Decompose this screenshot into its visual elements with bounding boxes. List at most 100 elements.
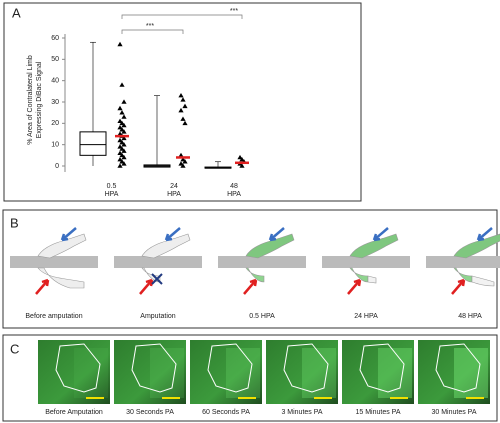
point bbox=[121, 129, 127, 134]
stage-illustration: 24 HPA bbox=[322, 227, 410, 320]
blue-arrow bbox=[476, 227, 493, 242]
point bbox=[119, 146, 125, 151]
stage-illustration: Before amputation bbox=[10, 227, 98, 320]
micrograph: 60 Seconds PA bbox=[190, 340, 262, 416]
point bbox=[121, 114, 127, 119]
x-tick-label-line: 48 bbox=[230, 183, 238, 190]
point bbox=[180, 97, 186, 102]
point bbox=[180, 116, 186, 121]
point bbox=[180, 163, 186, 168]
body bbox=[322, 256, 410, 268]
limb bbox=[245, 267, 265, 283]
point bbox=[117, 125, 123, 130]
point bbox=[121, 142, 127, 147]
point bbox=[121, 148, 127, 153]
limb bbox=[453, 233, 500, 259]
stage-illustration: 0.5 HPA bbox=[218, 227, 306, 320]
red-arrow bbox=[35, 278, 50, 295]
panel-label: B bbox=[10, 215, 19, 230]
body bbox=[10, 256, 98, 268]
point bbox=[121, 161, 127, 166]
image bbox=[190, 340, 262, 404]
point bbox=[121, 99, 127, 104]
point bbox=[178, 161, 184, 166]
frame-label: 30 Minutes PA bbox=[431, 409, 476, 416]
body bbox=[218, 256, 306, 268]
micrograph: Before Amputation bbox=[38, 340, 110, 416]
limb bbox=[37, 233, 87, 259]
point bbox=[117, 144, 123, 149]
panel-b-frame bbox=[2, 209, 498, 329]
y-axis-label-line: Expressing DiBac Signal bbox=[36, 61, 43, 138]
red-arrow bbox=[347, 278, 362, 295]
outline bbox=[207, 343, 253, 393]
point bbox=[117, 150, 123, 155]
point bbox=[239, 157, 245, 162]
point bbox=[117, 131, 123, 136]
y-tick-label: 60 bbox=[51, 35, 59, 42]
blue-arrow bbox=[268, 227, 285, 242]
stage-label: 48 HPA bbox=[458, 313, 482, 320]
point bbox=[119, 120, 125, 126]
point bbox=[119, 82, 125, 87]
stage-label: Before amputation bbox=[25, 313, 82, 320]
frame-label: 3 Minutes PA bbox=[281, 409, 322, 416]
outline bbox=[131, 343, 177, 393]
limb bbox=[141, 233, 191, 259]
point bbox=[239, 163, 245, 168]
y-tick-label: 40 bbox=[51, 78, 59, 85]
point bbox=[117, 157, 123, 162]
limb bbox=[245, 233, 295, 259]
red-arrow bbox=[139, 278, 154, 295]
image bbox=[38, 340, 110, 404]
blue-arrow bbox=[372, 227, 389, 242]
point bbox=[182, 103, 188, 109]
micrograph: 3 Minutes PA bbox=[266, 340, 338, 416]
y-tick-label: 10 bbox=[51, 142, 59, 149]
blue-arrow bbox=[164, 227, 181, 242]
body bbox=[114, 256, 202, 268]
x-tick-label-line: 0.5 bbox=[107, 183, 117, 190]
y-tick-label: 20 bbox=[51, 120, 59, 127]
point bbox=[119, 152, 125, 158]
significance-bracket bbox=[121, 14, 243, 19]
x-tick-label: 24 HPA bbox=[167, 183, 181, 198]
frame-label: 60 Seconds PA bbox=[202, 409, 250, 416]
blue-arrow bbox=[60, 227, 77, 242]
micrograph: 30 Minutes PA bbox=[418, 340, 490, 416]
point bbox=[182, 159, 188, 164]
micrograph: 15 Minutes PA bbox=[342, 340, 414, 416]
point bbox=[237, 154, 243, 160]
point bbox=[178, 93, 184, 98]
point bbox=[178, 107, 184, 113]
significance-bracket bbox=[121, 29, 184, 34]
outline bbox=[435, 343, 481, 393]
red-arrow bbox=[243, 278, 258, 295]
y-axis-label: % Area of Contralateral Limb Expressing D… bbox=[27, 55, 43, 145]
point bbox=[117, 137, 123, 143]
body bbox=[426, 256, 500, 268]
point bbox=[119, 159, 125, 164]
image bbox=[342, 340, 414, 404]
panel-c-frame bbox=[2, 334, 498, 422]
micrograph: 30 Seconds PA bbox=[114, 340, 186, 416]
red-arrow bbox=[451, 278, 466, 295]
point bbox=[121, 154, 127, 160]
point bbox=[121, 135, 127, 141]
panel-label: A bbox=[12, 5, 21, 20]
point bbox=[182, 120, 188, 126]
frame-label: Before Amputation bbox=[45, 409, 103, 416]
image bbox=[266, 340, 338, 404]
y-tick-label: 0 bbox=[55, 163, 59, 170]
panel-label: C bbox=[10, 341, 19, 356]
point bbox=[119, 139, 125, 145]
limb bbox=[37, 267, 85, 289]
point bbox=[119, 127, 125, 132]
point bbox=[117, 163, 123, 168]
stage-label: 24 HPA bbox=[354, 313, 378, 320]
regrowth bbox=[367, 275, 377, 284]
x-tick-label-line: HPA bbox=[167, 191, 181, 198]
panel-a-frame bbox=[3, 2, 362, 202]
stage-illustration: 48 HPA bbox=[426, 227, 500, 320]
